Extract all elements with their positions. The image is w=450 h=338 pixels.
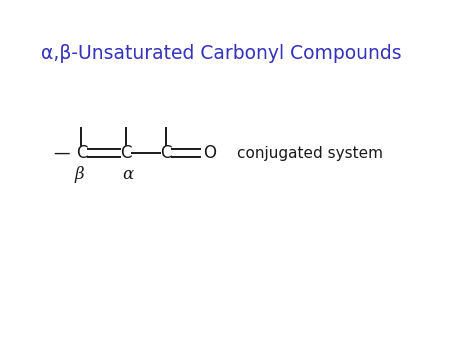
- Text: C: C: [120, 144, 132, 162]
- Text: β: β: [75, 166, 85, 184]
- Text: O: O: [203, 144, 216, 162]
- Text: C: C: [160, 144, 172, 162]
- Text: —: —: [54, 144, 70, 162]
- Text: C: C: [76, 144, 87, 162]
- Text: α,β-Unsaturated Carbonyl Compounds: α,β-Unsaturated Carbonyl Compounds: [41, 45, 402, 64]
- Text: α: α: [122, 166, 133, 184]
- Text: conjugated system: conjugated system: [237, 146, 383, 161]
